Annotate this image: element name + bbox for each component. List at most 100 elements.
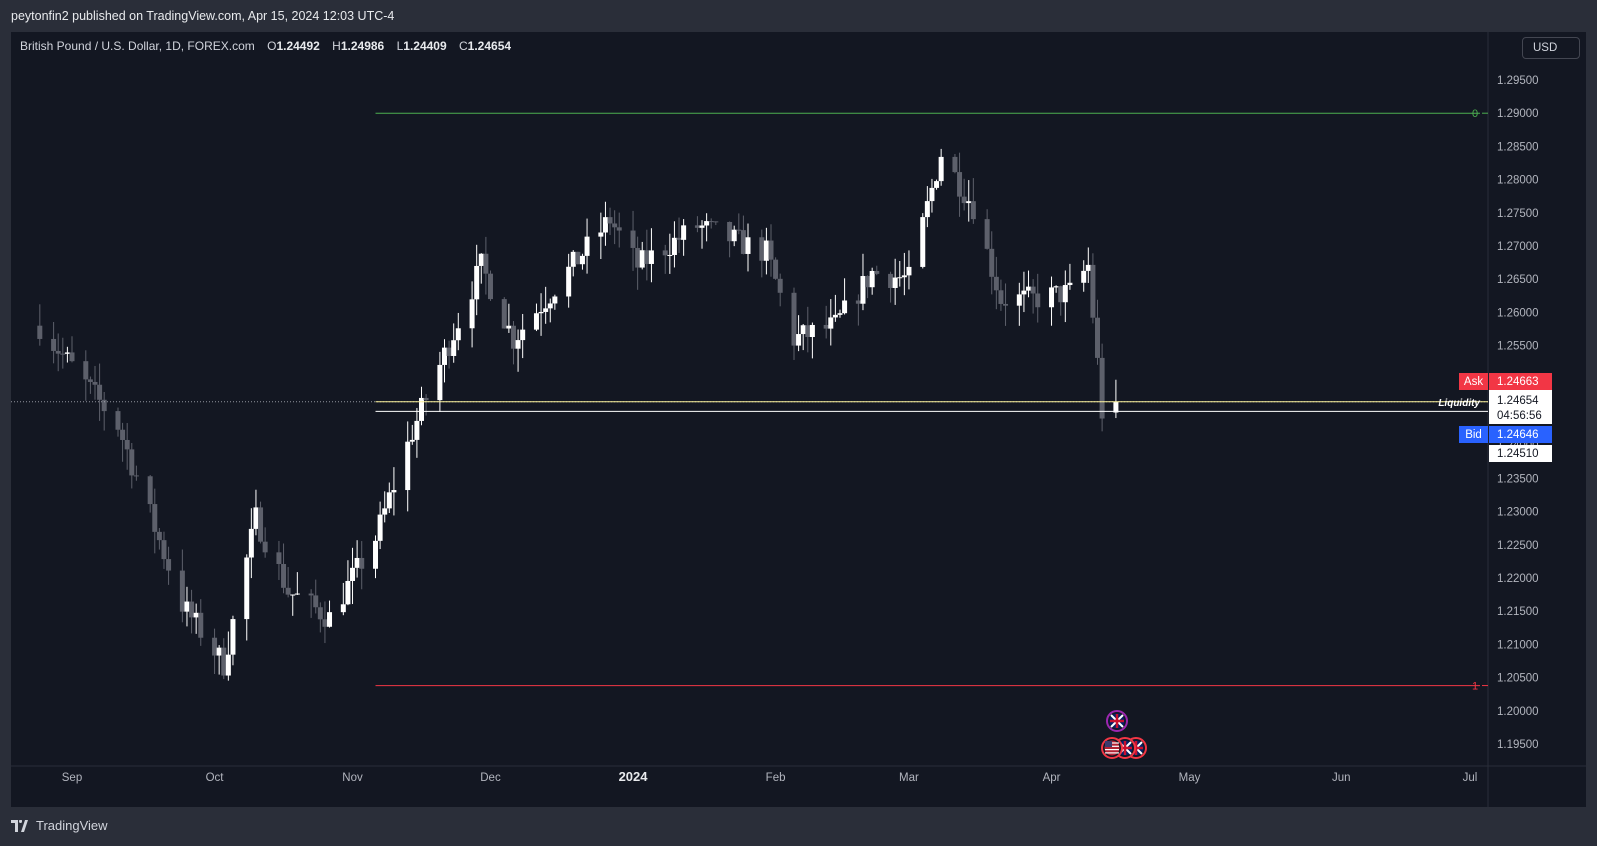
candle-body [198,612,204,638]
x-tick-label: Apr [1043,772,1061,784]
candle-body [189,601,195,618]
candle-body [924,201,930,218]
level-price-label: 1.24510 [1497,448,1539,460]
candle-body [510,325,516,349]
candle-body [639,250,645,268]
candle-body [350,567,356,581]
open-value: 1.24492 [276,39,320,53]
candle-body [506,325,512,329]
candle-body [671,237,677,255]
x-tick-label: May [1179,772,1201,784]
candle-body [538,311,544,314]
candle-body [828,317,834,329]
y-tick-label: 1.19500 [1497,739,1539,751]
us-flag-canton [1105,741,1112,747]
candle-body [60,353,66,355]
candle-body [740,230,746,254]
fib-level-label: 1 [1472,681,1478,693]
candle-body [276,552,282,565]
candle-body [860,276,866,304]
candle-body [37,325,43,339]
candle-body [662,250,668,256]
candle-body [69,352,75,362]
candle-body [934,181,940,188]
candle-body [731,229,737,242]
candle-body [124,439,130,450]
x-tick-label: 2024 [619,769,649,784]
candle-body [386,492,392,509]
candle-body [874,270,880,274]
price-chart[interactable]: 1.29500 1.29000 1.28500 1.28000 1.27500 1.270… [11,32,1586,807]
y-tick-label: 1.23000 [1497,507,1539,519]
candle-body [129,449,135,476]
candle-body [455,328,461,341]
candle-body [133,475,139,477]
publish-info: peytonfin2 published on TradingView.com,… [11,9,395,23]
candle-body [809,324,815,338]
candle-body [83,361,89,380]
y-tick-label: 1.22000 [1497,573,1539,585]
candle-body [166,559,172,571]
candle-body [957,172,963,197]
candle-body [897,277,903,279]
y-tick-label: 1.27000 [1497,241,1539,253]
candle-body [607,217,613,224]
candle-body [221,647,227,676]
candle-body [1081,270,1087,283]
candle-body [377,514,383,541]
candle-body [630,230,636,248]
candle-body [92,381,98,385]
candle-body [115,411,121,430]
candle-body [1058,286,1064,303]
candle-body [1016,294,1022,306]
candle-body [713,221,719,223]
chart-area[interactable]: 1.29500 1.29000 1.28500 1.28000 1.27500 1.270… [11,32,1586,807]
tradingview-logo[interactable]: TradingView [11,818,108,833]
low-value: 1.24409 [403,39,447,53]
candle-body [533,313,539,330]
candle-body [515,340,521,349]
candle-body [483,253,489,274]
candle-body [805,325,811,338]
candle-body [644,250,650,264]
candle-body [294,593,300,595]
x-tick-label: Sep [62,772,82,784]
candle-body [832,314,838,318]
candle-body [253,507,259,529]
candle-body [501,299,507,329]
x-tick-label: Nov [342,772,363,784]
candle-body [1113,401,1119,413]
candle-body [1095,317,1101,358]
high-label: H [332,39,341,53]
y-tick-label: 1.29500 [1497,75,1539,87]
candle-body [823,324,829,329]
tradingview-icon [11,819,28,832]
candle-body [1030,286,1036,294]
last-price-label: 1.24654 [1497,395,1539,407]
candle-body [437,364,443,401]
candle-body [345,580,351,605]
candle-body [901,275,907,278]
x-tick-label: Feb [766,772,786,784]
currency-button[interactable]: USD [1522,37,1580,59]
y-tick-label: 1.23500 [1497,473,1539,485]
candle-body [570,251,576,267]
candle-body [763,240,769,261]
candle-body [598,232,604,237]
candle-body [791,292,797,346]
candle-body [543,308,549,312]
ask-price-label-bg [1489,373,1552,390]
x-tick-label: Oct [206,772,225,784]
candle-body [952,156,958,173]
candle-body [736,229,742,231]
y-tick-label: 1.20000 [1497,706,1539,718]
candle-body [648,250,654,264]
y-tick-label: 1.28000 [1497,175,1539,187]
level-price-label-bg [1489,445,1552,462]
candle-body [308,593,314,596]
open-label: O [267,39,277,53]
candle-body [575,251,581,265]
candle-body [441,347,447,365]
candle-body [161,540,167,560]
y-tick-label: 1.22500 [1497,540,1539,552]
